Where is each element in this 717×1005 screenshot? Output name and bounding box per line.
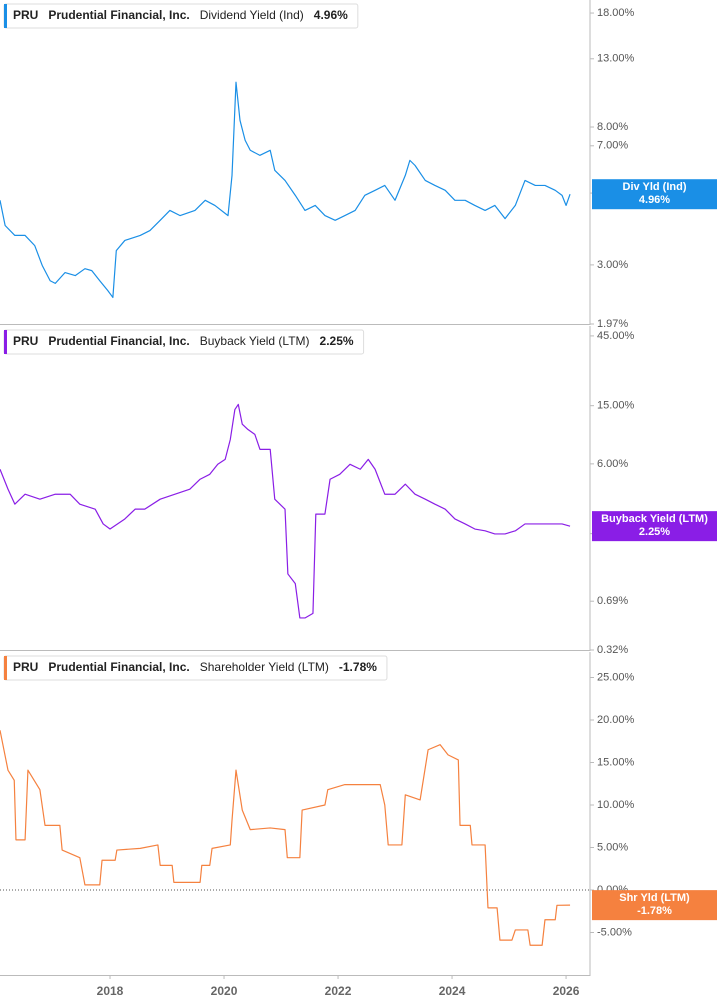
badge-box [592,179,717,210]
y-tick-label: 25.00% [597,671,635,683]
header-text: Dividend Yield (Ind) [200,8,304,22]
value-badge: Buyback Yield (LTM)2.25% [592,511,717,542]
y-tick-label: 0.69% [597,595,628,607]
x-tick-label: 2026 [553,984,580,998]
header-text: -1.78% [339,660,377,674]
y-tick-label: 1.97% [597,318,628,330]
badge-box [592,890,717,921]
header-color-bar [4,330,7,354]
y-tick-label: 7.00% [597,140,628,152]
y-tick-label: 8.00% [597,121,628,133]
header-text: PRU [13,334,38,348]
series-line [0,403,571,619]
header-text: Prudential Financial, Inc. [48,660,189,674]
badge-value: 2.25% [639,526,670,538]
y-tick-label: 20.00% [597,714,635,726]
series-line [0,730,571,946]
x-tick-label: 2020 [211,984,238,998]
x-tick-label: 2018 [97,984,124,998]
x-tick-label: 2024 [439,984,466,998]
header-text: 4.96% [314,8,348,22]
x-tick-label: 2022 [325,984,352,998]
header-color-bar [4,4,7,28]
y-tick-label: -5.00% [597,926,632,938]
y-tick-label: 45.00% [597,330,635,342]
header-text: PRU [13,660,38,674]
header-text: 2.25% [320,334,354,348]
header-text: Prudential Financial, Inc. [48,334,189,348]
y-tick-label: 5.00% [597,841,628,853]
y-tick-label: 6.00% [597,458,628,470]
y-tick-label: 3.00% [597,259,628,271]
header-text: PRU [13,8,38,22]
value-badge: Shr Yld (LTM)-1.78% [592,890,717,921]
header-text: Shareholder Yield (LTM) [200,660,329,674]
series-header: PRU Prudential Financial, Inc. Buyback Yie… [3,329,365,355]
panel: 45.00%15.00%6.00%2.00%0.69%0.32%PRUPrude… [0,326,717,656]
series-header: PRU Prudential Financial, Inc. Shareholder… [3,655,388,681]
header-color-bar [4,656,7,680]
panel: 18.00%13.00%8.00%7.00%5.00%3.00%1.97%PRU… [0,0,717,330]
panel: 25.00%20.00%15.00%10.00%5.00%0.00%-5.00%… [0,652,717,998]
badge-label: Buyback Yield (LTM) [601,513,708,525]
y-tick-label: 0.32% [597,644,628,656]
value-badge: Div Yld (Ind)4.96% [592,179,717,210]
y-tick-label: 10.00% [597,799,635,811]
y-tick-label: 13.00% [597,53,635,65]
y-tick-label: 18.00% [597,7,635,19]
series-header: PRU Prudential Financial, Inc. Dividend Yi… [3,3,359,29]
badge-label: Div Yld (Ind) [623,181,687,193]
y-tick-label: 15.00% [597,400,635,412]
series-line [0,81,571,299]
badge-label: Shr Yld (LTM) [619,892,690,904]
badge-box [592,511,717,542]
header-text: Prudential Financial, Inc. [48,8,189,22]
badge-value: -1.78% [637,905,672,917]
badge-value: 4.96% [639,194,670,206]
y-tick-label: 15.00% [597,756,635,768]
header-text: Buyback Yield (LTM) [200,334,310,348]
